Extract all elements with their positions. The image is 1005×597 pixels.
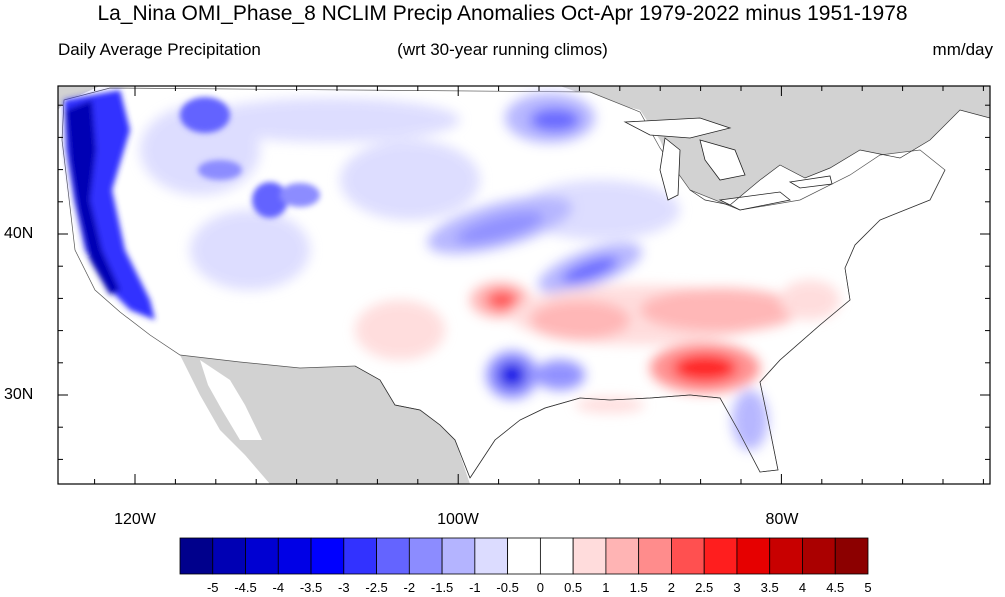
colorbar-swatch: [671, 537, 705, 575]
colorbar-label: 0.5: [564, 580, 582, 595]
colorbar-swatch: [703, 537, 738, 575]
colorbar-swatch: [769, 537, 803, 575]
colorbar-swatch: [507, 537, 541, 575]
colorbar-swatch: [245, 537, 279, 575]
colorbar-swatch: [408, 537, 443, 575]
lat-label-40n: 40N: [4, 225, 34, 242]
lon-label-100w: 100W: [437, 511, 479, 528]
colorbar-label: -4.5: [234, 580, 256, 595]
colorbar-swatch: [474, 537, 509, 575]
colorbar-swatch: [310, 537, 345, 575]
colorbar-swatch: [343, 537, 377, 575]
colorbar-label: 3: [733, 580, 740, 595]
colorbar-label: -3: [338, 580, 350, 595]
colorbar-label: -4: [273, 580, 285, 595]
colorbar-swatch: [277, 537, 312, 575]
colorbar-label: 4: [799, 580, 806, 595]
colorbar-swatch: [539, 537, 574, 575]
colorbar-label: -5: [207, 580, 219, 595]
lon-label-80w: 80W: [765, 511, 799, 528]
colorbar-label: 2: [668, 580, 675, 595]
colorbar-swatch: [638, 537, 672, 575]
colorbar-label: 3.5: [761, 580, 779, 595]
axis-ticks: [58, 86, 990, 484]
subtitle-left: Daily Average Precipitation: [58, 40, 261, 59]
great-lakes: [623, 117, 833, 211]
map-frame: [57, 85, 991, 485]
colorbar-swatch: [441, 537, 476, 575]
lon-label-120w: 120W: [114, 511, 156, 528]
colorbar-label: 2.5: [695, 580, 713, 595]
colorbar-swatch: [802, 537, 836, 575]
colorbar-swatch: [376, 537, 410, 575]
colorbar-label: -1.5: [431, 580, 453, 595]
masked-land: [58, 86, 990, 484]
colorbar-swatch: [834, 537, 869, 575]
colorbar-label: -2.5: [365, 580, 387, 595]
colorbar-swatch: [572, 537, 607, 575]
colorbar-label: -3.5: [300, 580, 322, 595]
plot-title: La_Nina OMI_Phase_8 NCLIM Precip Anomali…: [97, 2, 908, 25]
subtitle-center: (wrt 30-year running climos): [397, 40, 608, 59]
colorbar-label: -2: [404, 580, 416, 595]
colorbar-label: 0: [537, 580, 544, 595]
colorbar-label: 5: [864, 580, 871, 595]
lat-label-30n: 30N: [4, 386, 34, 403]
colorbar-label: 1: [602, 580, 609, 595]
state-boundaries: [354, 109, 990, 479]
colorbar-label: 4.5: [826, 580, 844, 595]
anomaly-field: [61, 87, 946, 479]
colorbar-swatch: [179, 537, 214, 575]
colorbar-label: 1.5: [630, 580, 648, 595]
colorbar-swatch: [212, 537, 246, 575]
colorbar-label: -0.5: [496, 580, 518, 595]
colorbar-label: -1: [469, 580, 481, 595]
colorbar-swatch: [605, 537, 640, 575]
subtitle-units: mm/day: [932, 40, 993, 59]
colorbar-swatch: [736, 537, 771, 575]
